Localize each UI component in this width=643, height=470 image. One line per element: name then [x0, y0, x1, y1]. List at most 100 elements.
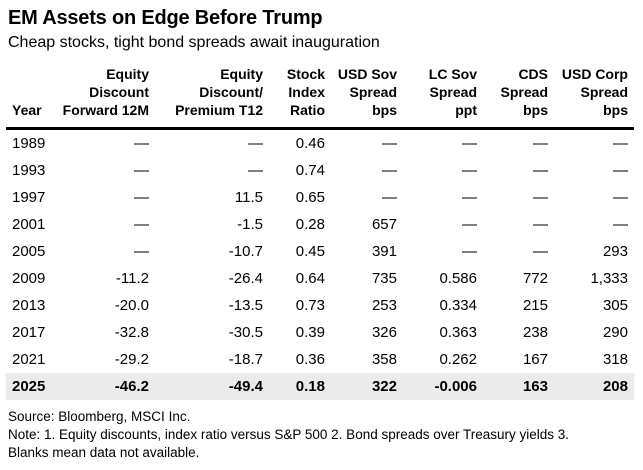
- value-cell-lc-sov-spread-ppt: —: [462, 135, 477, 152]
- column-header-usd-corp-spread-bps: USD Corp Spread bps: [548, 65, 634, 130]
- value-cell-cds-spread-bps: 215: [522, 297, 548, 314]
- value-cell-equity-discount-premium-t12: —: [248, 162, 263, 179]
- column-header-usd-sov-spread-bps: USD Sov Spread bps: [325, 65, 397, 130]
- value-cell-usd-corp-spread-bps: —: [613, 189, 628, 206]
- value-cell-stock-index-ratio: 0.36: [295, 351, 325, 368]
- data-table: Year Equity Discount Forward 12M Equity Di…: [6, 65, 634, 400]
- value-cell-lc-sov-spread-ppt: 0.262: [439, 351, 477, 368]
- chart-title: EM Assets on Edge Before Trump: [8, 7, 323, 29]
- chart-subtitle: Cheap stocks, tight bond spreads await i…: [8, 34, 380, 51]
- value-cell-equity-discount-forward-12m: -11.2: [115, 270, 149, 287]
- value-cell-lc-sov-spread-ppt: —: [462, 243, 477, 260]
- value-cell-cds-spread-bps: 772: [522, 270, 548, 287]
- year-cell: 2017: [12, 324, 46, 341]
- value-cell-equity-discount-forward-12m: —: [134, 162, 149, 179]
- value-cell-equity-discount-premium-t12: -13.5: [228, 297, 263, 314]
- value-cell-stock-index-ratio: 0.46: [295, 135, 325, 152]
- column-header-equity-discount-forward-12m: Equity Discount Forward 12M: [61, 65, 149, 130]
- footnote: Note: 1. Equity discounts, index ratio v…: [8, 427, 570, 460]
- value-cell-usd-corp-spread-bps: 1,333: [590, 270, 628, 287]
- year-cell: 2009: [12, 270, 46, 287]
- value-cell-lc-sov-spread-ppt: —: [462, 189, 477, 206]
- value-cell-cds-spread-bps: 167: [522, 351, 548, 368]
- value-cell-cds-spread-bps: —: [533, 162, 548, 179]
- value-cell-stock-index-ratio: 0.45: [295, 243, 325, 260]
- value-cell-usd-corp-spread-bps: 208: [548, 373, 634, 400]
- value-cell-equity-discount-premium-t12: 11.5: [234, 189, 263, 206]
- year-cell: 2001: [12, 216, 46, 233]
- value-cell-lc-sov-spread-ppt: —: [462, 162, 477, 179]
- value-cell-stock-index-ratio: 0.28: [295, 216, 325, 233]
- table-footer: Source: Bloomberg, MSCI Inc. Note: 1. Eq…: [8, 408, 608, 462]
- year-cell: 2005: [12, 243, 46, 260]
- table-row-2005: 2005 — -10.7 0.45 391 — — 293: [6, 238, 634, 265]
- value-cell-lc-sov-spread-ppt: 0.363: [439, 324, 477, 341]
- value-cell-usd-corp-spread-bps: —: [613, 135, 628, 152]
- value-cell-equity-discount-forward-12m: —: [134, 135, 149, 152]
- value-cell-equity-discount-premium-t12: -1.5: [237, 216, 263, 233]
- table-row-1993: 1993 — — 0.74 — — — —: [6, 157, 634, 184]
- table-row-2001: 2001 — -1.5 0.28 657 — — —: [6, 211, 634, 238]
- value-cell-usd-sov-spread-bps: —: [382, 189, 397, 206]
- value-cell-stock-index-ratio: 0.65: [295, 189, 325, 206]
- column-header-stock-index-ratio: Stock Index Ratio: [263, 65, 325, 130]
- year-cell: 1993: [12, 162, 46, 179]
- value-cell-equity-discount-premium-t12: -10.7: [228, 243, 263, 260]
- year-cell: 2021: [12, 351, 46, 368]
- table-row-2025: 2025 -46.2 -49.4 0.18 322 -0.006 163 208: [6, 373, 634, 400]
- chart-panel: EM Assets on Edge Before Trump Cheap sto…: [0, 6, 643, 470]
- value-cell-usd-corp-spread-bps: 318: [602, 351, 628, 368]
- value-cell-usd-corp-spread-bps: 293: [602, 243, 628, 260]
- table-body: 1989 — — 0.46 — — — — 1993 — — 0.74 — — — — 1997 — 11.5 0.6…: [6, 129, 634, 400]
- table-header-row: Year Equity Discount Forward 12M Equity Di…: [6, 65, 634, 130]
- value-cell-equity-discount-forward-12m: -29.2: [114, 351, 149, 368]
- column-header-equity-discount-premium-t12: Equity Discount/ Premium T12: [149, 65, 263, 130]
- value-cell-lc-sov-spread-ppt: -0.006: [397, 373, 477, 400]
- value-cell-equity-discount-premium-t12: —: [248, 135, 263, 152]
- value-cell-stock-index-ratio: 0.39: [295, 324, 325, 341]
- table-row-2021: 2021 -29.2 -18.7 0.36 358 0.262 167 318: [6, 346, 634, 373]
- value-cell-stock-index-ratio: 0.73: [295, 297, 325, 314]
- value-cell-lc-sov-spread-ppt: 0.334: [439, 297, 477, 314]
- table-row-1997: 1997 — 11.5 0.65 — — — —: [6, 184, 634, 211]
- table-row-2013: 2013 -20.0 -13.5 0.73 253 0.334 215 305: [6, 292, 634, 319]
- value-cell-usd-corp-spread-bps: —: [613, 162, 628, 179]
- value-cell-cds-spread-bps: —: [533, 216, 548, 233]
- table-row-2009: 2009 -11.2 -26.4 0.64 735 0.586 772 1,333: [6, 265, 634, 292]
- value-cell-cds-spread-bps: —: [533, 135, 548, 152]
- value-cell-lc-sov-spread-ppt: 0.586: [439, 270, 477, 287]
- value-cell-usd-sov-spread-bps: 326: [371, 324, 397, 341]
- value-cell-usd-corp-spread-bps: —: [613, 216, 628, 233]
- value-cell-equity-discount-forward-12m: —: [134, 216, 149, 233]
- value-cell-cds-spread-bps: 163: [477, 373, 548, 400]
- table-row-2017: 2017 -32.8 -30.5 0.39 326 0.363 238 290: [6, 319, 634, 346]
- year-cell: 1997: [12, 189, 46, 206]
- source-note: Source: Bloomberg, MSCI Inc.: [8, 409, 191, 424]
- value-cell-usd-sov-spread-bps: 253: [371, 297, 397, 314]
- column-header-lc-sov-spread-ppt: LC Sov Spread ppt: [397, 65, 477, 130]
- value-cell-usd-sov-spread-bps: 735: [371, 270, 397, 287]
- value-cell-equity-discount-forward-12m: -20.0: [114, 297, 149, 314]
- value-cell-equity-discount-premium-t12: -26.4: [228, 270, 263, 287]
- value-cell-usd-corp-spread-bps: 290: [602, 324, 628, 341]
- value-cell-equity-discount-forward-12m: -32.8: [114, 324, 149, 341]
- value-cell-usd-sov-spread-bps: 657: [371, 216, 397, 233]
- value-cell-cds-spread-bps: 238: [522, 324, 548, 341]
- value-cell-cds-spread-bps: —: [533, 189, 548, 206]
- value-cell-usd-sov-spread-bps: —: [382, 135, 397, 152]
- table-row-1989: 1989 — — 0.46 — — — —: [6, 129, 634, 158]
- value-cell-stock-index-ratio: 0.18: [263, 373, 325, 400]
- year-cell: 2013: [12, 297, 46, 314]
- value-cell-usd-sov-spread-bps: 391: [371, 243, 397, 260]
- value-cell-usd-sov-spread-bps: 322: [325, 373, 397, 400]
- value-cell-equity-discount-premium-t12: -49.4: [149, 373, 263, 400]
- value-cell-usd-corp-spread-bps: 305: [602, 297, 628, 314]
- value-cell-equity-discount-premium-t12: -30.5: [228, 324, 263, 341]
- value-cell-equity-discount-forward-12m: -46.2: [61, 373, 149, 400]
- value-cell-lc-sov-spread-ppt: —: [462, 216, 477, 233]
- year-cell: 1989: [12, 135, 46, 152]
- value-cell-usd-sov-spread-bps: —: [382, 162, 397, 179]
- value-cell-stock-index-ratio: 0.74: [295, 162, 325, 179]
- value-cell-equity-discount-premium-t12: -18.7: [228, 351, 263, 368]
- column-header-year: Year: [6, 65, 61, 130]
